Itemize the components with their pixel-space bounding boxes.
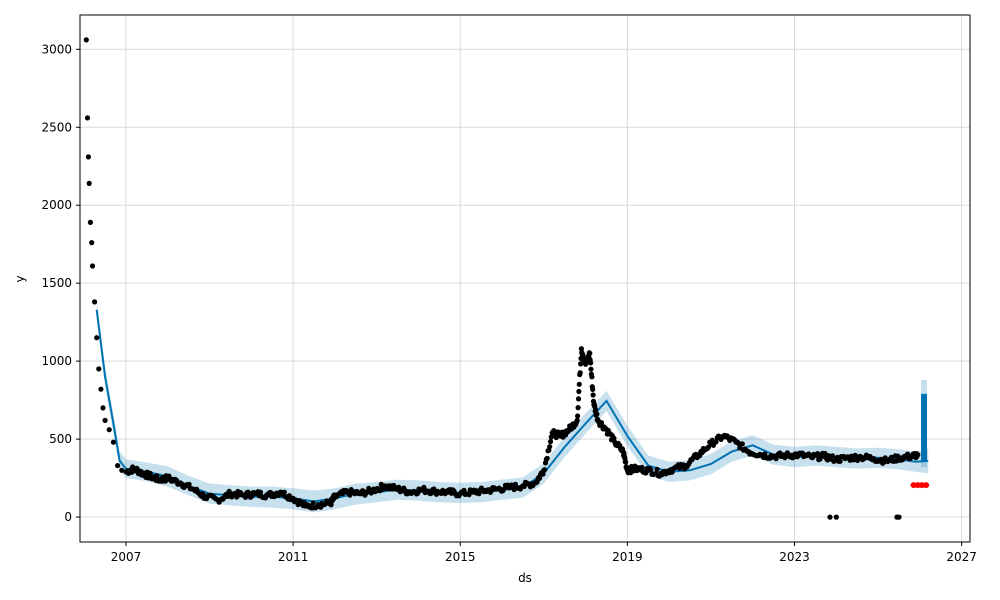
observed-point	[102, 417, 108, 423]
observed-point	[553, 434, 559, 441]
y-tick-label: 1500	[41, 276, 72, 290]
highlight-points	[910, 482, 930, 489]
outlier-point	[827, 514, 833, 520]
observed-point	[576, 381, 582, 387]
observed-point	[119, 467, 125, 473]
plot-area	[83, 37, 930, 520]
observed-point	[84, 115, 91, 121]
observed-point	[110, 439, 116, 445]
highlight-point	[918, 482, 925, 489]
y-tick-label: 0	[64, 510, 72, 524]
observed-point	[186, 481, 192, 487]
observed-point	[89, 240, 95, 246]
observed-point	[106, 427, 112, 433]
observed-point	[310, 500, 316, 506]
y-tick-label: 2000	[41, 198, 72, 212]
y-axis-ticks: 0 500 1000 1500 2000 2500 3000	[41, 42, 80, 524]
outlier-point	[833, 514, 839, 520]
observed-point	[611, 435, 617, 441]
observed-point	[837, 458, 843, 464]
observed-point	[115, 463, 121, 469]
observed-point	[328, 502, 334, 508]
observed-point	[588, 366, 594, 372]
observed-point	[544, 455, 550, 461]
y-tick-label: 500	[49, 432, 72, 446]
observed-point	[100, 405, 106, 411]
observed-point	[739, 441, 745, 447]
observed-point	[593, 407, 599, 413]
observed-point	[575, 413, 581, 419]
highlight-point	[910, 482, 917, 489]
observed-point	[623, 459, 629, 465]
observed-point	[94, 335, 100, 341]
observed-point	[713, 439, 719, 445]
x-tick-label: 2019	[612, 550, 643, 564]
observed-point	[98, 386, 104, 392]
observed-point	[577, 370, 583, 376]
forecast-spike	[921, 393, 928, 461]
observed-point	[548, 434, 554, 440]
observed-point	[83, 37, 89, 43]
observed-point	[822, 450, 828, 457]
x-axis-label: ds	[518, 571, 532, 585]
observed-point	[575, 396, 582, 402]
observed-point	[587, 350, 593, 356]
outlier-point	[896, 514, 902, 520]
observed-point	[578, 361, 584, 367]
observed-point	[594, 411, 600, 417]
observed-point	[905, 451, 911, 457]
observed-point	[589, 374, 595, 380]
x-tick-label: 2007	[111, 550, 142, 564]
highlight-point	[923, 482, 930, 489]
observed-point	[576, 388, 582, 395]
y-tick-label: 2500	[41, 120, 72, 134]
observed-point	[87, 219, 93, 225]
observed-point	[396, 484, 402, 490]
observed-point	[590, 386, 596, 392]
x-tick-label: 2023	[779, 550, 810, 564]
x-tick-label: 2015	[445, 550, 476, 564]
observed-point	[829, 453, 836, 459]
observed-point	[639, 464, 645, 470]
plot-frame	[79, 14, 971, 543]
observed-point	[85, 154, 91, 160]
observed-point	[590, 392, 596, 398]
observed-point	[257, 489, 264, 495]
y-tick-label: 3000	[41, 42, 72, 56]
observed-point	[89, 263, 96, 269]
observed-point	[575, 405, 581, 411]
y-tick-label: 1000	[41, 354, 72, 368]
observed-point	[574, 417, 580, 423]
outlier-points	[827, 514, 902, 520]
observed-point	[915, 452, 921, 458]
observed-point	[547, 439, 554, 445]
observed-points	[83, 37, 921, 511]
observed-point	[654, 466, 660, 472]
x-tick-label: 2027	[946, 550, 977, 564]
observed-point	[86, 180, 92, 186]
observed-point	[547, 444, 553, 450]
observed-point	[96, 366, 102, 372]
gridlines	[80, 15, 970, 542]
x-tick-label: 2011	[278, 550, 309, 564]
observed-point	[542, 467, 548, 473]
highlight-point	[914, 482, 921, 489]
y-axis-label: y	[13, 275, 27, 282]
observed-point	[92, 299, 98, 305]
observed-point	[648, 467, 654, 473]
x-axis-ticks: 2007 2011 2015 2019 2023 2027	[111, 542, 977, 564]
observed-point	[588, 360, 594, 366]
observed-point	[281, 489, 287, 495]
